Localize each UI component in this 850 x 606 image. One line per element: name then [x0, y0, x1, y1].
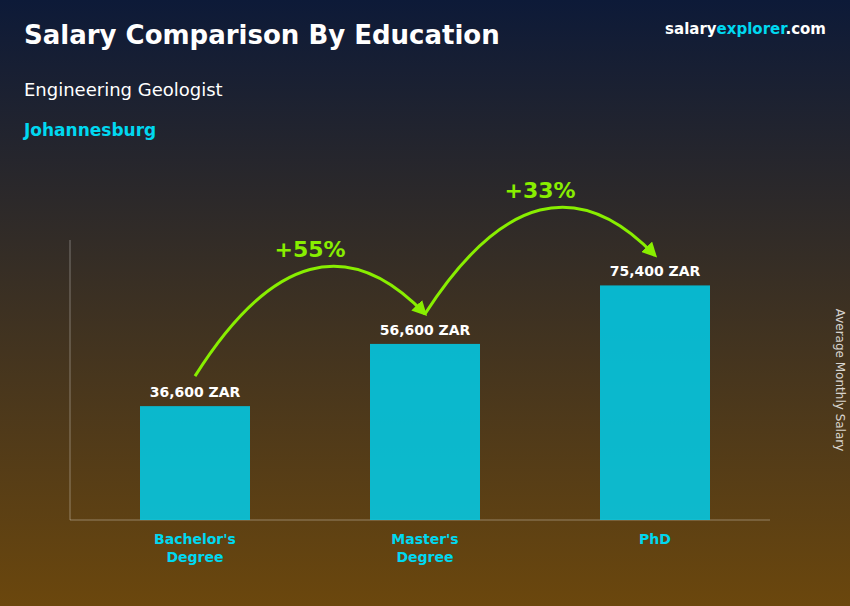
plot-area	[140, 285, 710, 520]
category-line: Bachelor's	[154, 531, 236, 547]
title: Salary Comparison By Education	[24, 20, 500, 50]
data-label: 56,600 ZAR	[380, 322, 471, 338]
data-label: 75,400 ZAR	[610, 263, 701, 279]
subtitle: Engineering Geologist	[24, 79, 223, 100]
city: Johannesburg	[23, 120, 156, 140]
site-name-part: .com	[785, 20, 826, 38]
bar	[370, 344, 480, 520]
category-line: Master's	[391, 531, 458, 547]
site-name-part: explorer	[717, 20, 789, 38]
chart: Salary Comparison By Education Engineerin…	[0, 0, 850, 606]
change-arrow	[425, 207, 655, 314]
y-axis-line	[70, 240, 71, 520]
data-label: 36,600 ZAR	[150, 384, 241, 400]
bar	[140, 406, 250, 520]
category-label: Bachelor's Degree	[154, 531, 236, 565]
site-name-part: salary	[665, 20, 717, 38]
background	[0, 0, 850, 606]
category-label: Master's Degree	[391, 531, 458, 565]
category-line: Degree	[396, 549, 453, 565]
y-axis-label: Average Monthly Salary	[833, 309, 847, 452]
site-name: salaryexplorer.com	[665, 20, 826, 38]
bar	[600, 285, 710, 520]
change-label: +55%	[274, 237, 345, 262]
category-line: PhD	[639, 531, 671, 547]
change-arrow	[195, 266, 425, 376]
change-label: +33%	[504, 178, 575, 203]
category-line: Degree	[166, 549, 223, 565]
category-label: PhD	[639, 531, 671, 547]
